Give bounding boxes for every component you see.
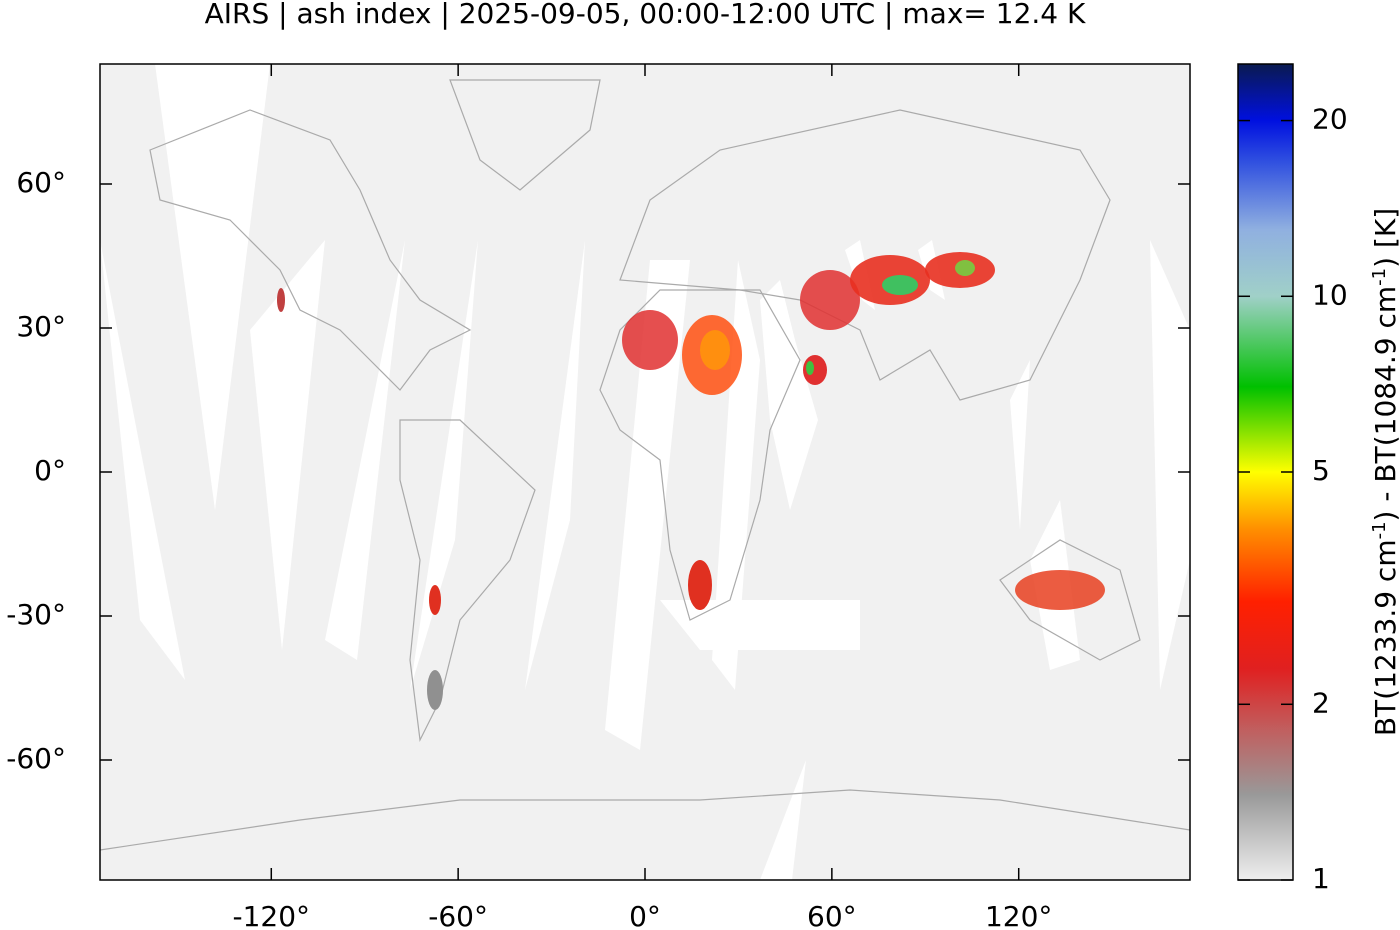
label-sup: -1 bbox=[1369, 268, 1390, 286]
swath-gaps bbox=[100, 64, 1190, 880]
x-tick-label: 60° bbox=[807, 900, 857, 930]
colorbar-tick-label: 1 bbox=[1312, 862, 1330, 895]
y-tick-label: 30° bbox=[16, 310, 66, 343]
coastlines bbox=[99, 79, 1191, 851]
ash-signal bbox=[277, 252, 1105, 710]
x-tick-label: -120° bbox=[233, 900, 311, 930]
y-tick-label: -30° bbox=[6, 598, 66, 631]
colorbar-label: BT(1233.9 cm-1) - BT(1084.9 cm-1) [K] bbox=[1369, 208, 1400, 736]
chart-title: AIRS | ash index | 2025-09-05, 00:00-12:… bbox=[205, 0, 1086, 30]
label-sup: -1 bbox=[1369, 521, 1390, 539]
colorbar-tick-label: 2 bbox=[1312, 686, 1330, 719]
x-tick-label: -60° bbox=[428, 900, 488, 930]
y-tick-label: 0° bbox=[34, 454, 66, 487]
y-tick-label: 60° bbox=[16, 166, 66, 199]
label-part: ) [K] bbox=[1369, 208, 1400, 268]
label-part: ) - BT(1084.9 cm bbox=[1369, 286, 1400, 522]
colorbar-tick-label: 20 bbox=[1312, 103, 1348, 136]
colorbar-tick-label: 10 bbox=[1312, 278, 1348, 311]
y-tick-label: -60° bbox=[6, 742, 66, 775]
x-tick-label: 0° bbox=[629, 900, 661, 930]
x-tick-label: 120° bbox=[985, 900, 1052, 930]
colorbar-tick-label: 5 bbox=[1312, 454, 1330, 487]
label-part: BT(1233.9 cm bbox=[1369, 539, 1400, 736]
